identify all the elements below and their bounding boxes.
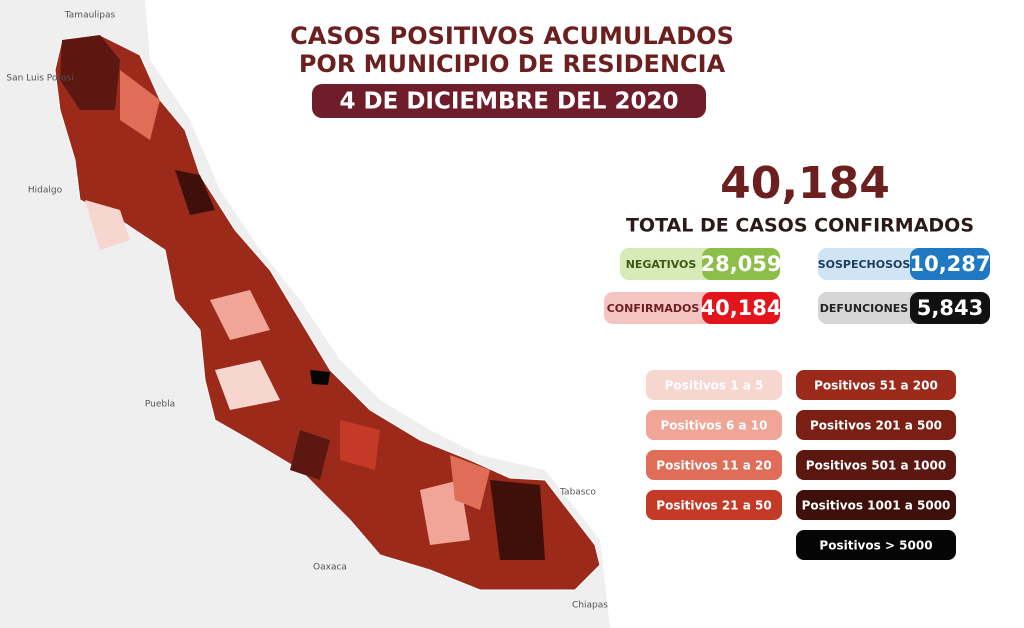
- stat-label: DEFUNCIONES: [820, 302, 909, 315]
- title: CASOS POSITIVOS ACUMULADOS: [290, 22, 734, 50]
- legend-label: Positivos 501 a 1000: [806, 459, 946, 473]
- legend-label: Positivos > 5000: [819, 539, 932, 553]
- total-value: 40,184: [720, 158, 890, 209]
- legend-item: [646, 370, 782, 400]
- stat-value-bg: [910, 292, 990, 324]
- legend-label: Positivos 201 a 500: [810, 419, 942, 433]
- legend-item: [796, 410, 956, 440]
- stat-label: NEGATIVOS: [626, 258, 697, 271]
- region: [340, 420, 380, 470]
- legend-label: Positivos 21 a 50: [656, 499, 771, 513]
- legend-label: Positivos 6 a 10: [660, 419, 767, 433]
- stat-value-bg: [910, 248, 990, 280]
- stat-value: 28,059: [700, 252, 781, 276]
- legend-label: Positivos 11 a 20: [656, 459, 771, 473]
- map-label: Hidalgo: [28, 186, 63, 196]
- legend-label: Positivos 51 a 200: [814, 379, 938, 393]
- map-label: Tabasco: [559, 488, 596, 498]
- stat-value-bg: [702, 292, 780, 324]
- region: [120, 70, 160, 140]
- region: [290, 430, 330, 480]
- region: [60, 35, 120, 110]
- region: [175, 170, 215, 215]
- region: [450, 455, 490, 510]
- map-label: Chiapas: [572, 601, 608, 611]
- total-label: TOTAL DE CASOS CONFIRMADOS: [626, 215, 974, 237]
- date-pill: [312, 84, 706, 118]
- legend-item: [796, 370, 956, 400]
- legend-item: [646, 410, 782, 440]
- legend-item: [646, 490, 782, 520]
- stat-label: SOSPECHOSOS: [818, 258, 911, 271]
- stat-value: 5,843: [917, 296, 983, 320]
- stat-value: 10,287: [909, 252, 990, 276]
- legend-label: Positivos 1 a 5: [665, 379, 764, 393]
- map-label: Tamaulipas: [64, 11, 116, 21]
- date: 4 DE DICIEMBRE DEL 2020: [340, 89, 679, 115]
- stat-value: 40,184: [700, 296, 781, 320]
- legend-item: [796, 490, 956, 520]
- stat-label: CONFIRMADOS: [607, 302, 700, 315]
- title: POR MUNICIPIO DE RESIDENCIA: [299, 50, 726, 78]
- region: [310, 370, 330, 385]
- legend-item: [796, 450, 956, 480]
- legend-item: [646, 450, 782, 480]
- map-label: San Luis Potosí: [6, 74, 74, 84]
- region: [490, 480, 545, 560]
- legend-item: [796, 530, 956, 560]
- map-label: Oaxaca: [313, 563, 347, 573]
- region: [215, 360, 280, 410]
- legend-label: Positivos 1001 a 5000: [802, 499, 951, 513]
- region: [85, 200, 130, 250]
- stat-value-bg: [702, 248, 780, 280]
- region: [210, 290, 270, 340]
- map-label: Puebla: [145, 400, 175, 410]
